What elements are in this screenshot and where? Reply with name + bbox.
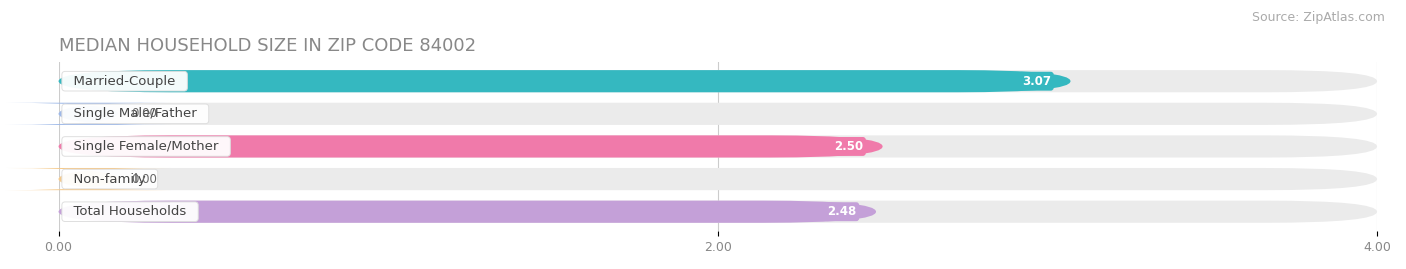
Text: Non-family: Non-family [65,173,155,186]
FancyBboxPatch shape [59,70,1376,92]
Text: 3.07: 3.07 [1022,75,1050,88]
Text: Married-Couple: Married-Couple [65,75,184,88]
Text: MEDIAN HOUSEHOLD SIZE IN ZIP CODE 84002: MEDIAN HOUSEHOLD SIZE IN ZIP CODE 84002 [59,37,475,55]
Text: Single Male/Father: Single Male/Father [65,107,205,120]
FancyBboxPatch shape [6,103,170,125]
Text: Single Female/Mother: Single Female/Mother [65,140,226,153]
Text: 0.00: 0.00 [131,107,157,120]
Text: 0.00: 0.00 [131,173,157,186]
FancyBboxPatch shape [59,201,1376,223]
FancyBboxPatch shape [59,201,876,223]
FancyBboxPatch shape [59,103,1376,125]
FancyBboxPatch shape [59,135,1376,158]
FancyBboxPatch shape [6,168,170,190]
Text: 2.48: 2.48 [827,205,856,218]
Text: 2.50: 2.50 [834,140,863,153]
FancyBboxPatch shape [59,168,1376,190]
Text: Source: ZipAtlas.com: Source: ZipAtlas.com [1251,11,1385,24]
FancyBboxPatch shape [59,135,883,158]
Text: Total Households: Total Households [65,205,195,218]
FancyBboxPatch shape [59,70,1070,92]
